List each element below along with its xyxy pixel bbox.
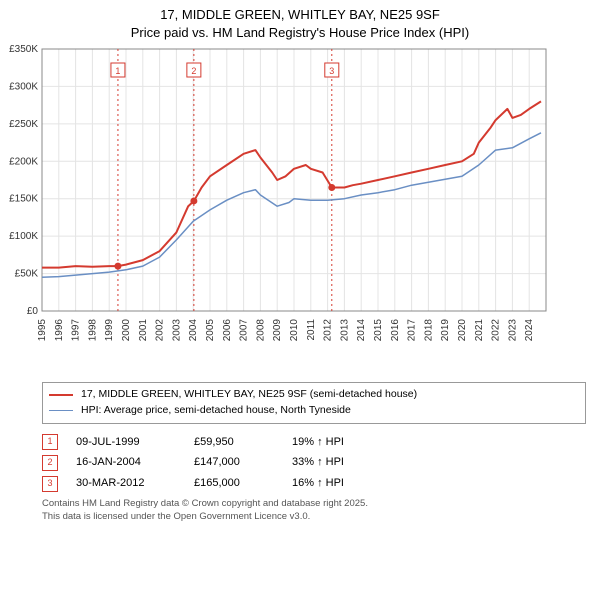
legend-item: 17, MIDDLE GREEN, WHITLEY BAY, NE25 9SF … (49, 387, 579, 403)
x-tick-label: 2006 (222, 319, 233, 342)
legend-item: HPI: Average price, semi-detached house,… (49, 403, 579, 419)
y-tick-label: £0 (27, 306, 39, 317)
page-root: 17, MIDDLE GREEN, WHITLEY BAY, NE25 9SF … (0, 0, 600, 590)
sale-marker-label: 3 (329, 66, 334, 76)
y-tick-label: £200K (9, 156, 38, 167)
x-tick-label: 2021 (474, 319, 485, 342)
sale-row: 1 09-JUL-1999 £59,950 19% ↑ HPI (42, 432, 586, 453)
title-line-2: Price paid vs. HM Land Registry's House … (0, 24, 600, 42)
legend-swatch (49, 394, 73, 396)
sale-marker-label: 2 (191, 66, 196, 76)
y-tick-label: £350K (9, 44, 38, 55)
sale-marker-label: 1 (115, 66, 120, 76)
x-tick-label: 2016 (390, 319, 401, 342)
fineprint: Contains HM Land Registry data © Crown c… (42, 498, 586, 524)
legend-label: 17, MIDDLE GREEN, WHITLEY BAY, NE25 9SF … (81, 387, 417, 403)
legend-label: HPI: Average price, semi-detached house,… (81, 403, 351, 419)
x-tick-label: 1999 (104, 319, 115, 342)
x-tick-label: 2005 (205, 319, 216, 342)
x-tick-label: 2015 (373, 319, 384, 342)
x-tick-label: 2008 (255, 319, 266, 342)
x-tick-label: 2012 (323, 319, 334, 342)
sale-index-box: 3 (42, 476, 58, 492)
x-tick-label: 1996 (54, 319, 65, 342)
y-tick-label: £100K (9, 231, 38, 242)
sale-row: 2 16-JAN-2004 £147,000 33% ↑ HPI (42, 452, 586, 473)
sale-price: £165,000 (194, 473, 274, 494)
sale-price: £59,950 (194, 432, 274, 453)
sale-hpi: 33% ↑ HPI (292, 452, 344, 473)
x-tick-label: 2010 (289, 319, 300, 342)
x-tick-label: 2019 (440, 319, 451, 342)
series-marker (190, 198, 197, 205)
x-tick-label: 2003 (171, 319, 182, 342)
y-tick-label: £50K (15, 269, 39, 280)
fineprint-line-1: Contains HM Land Registry data © Crown c… (42, 498, 586, 511)
sale-hpi: 19% ↑ HPI (292, 432, 344, 453)
x-tick-label: 2002 (155, 319, 166, 342)
x-tick-label: 2011 (306, 319, 317, 341)
x-tick-label: 2017 (407, 319, 418, 342)
x-tick-label: 2001 (138, 319, 149, 342)
legend: 17, MIDDLE GREEN, WHITLEY BAY, NE25 9SF … (42, 382, 586, 424)
x-tick-label: 2018 (423, 319, 434, 342)
sale-date: 30-MAR-2012 (76, 473, 176, 494)
sale-hpi: 16% ↑ HPI (292, 473, 344, 494)
sales-table: 1 09-JUL-1999 £59,950 19% ↑ HPI 2 16-JAN-2004… (42, 432, 586, 495)
x-tick-label: 2023 (507, 319, 518, 342)
sale-price: £147,000 (194, 452, 274, 473)
x-tick-label: 2013 (339, 319, 350, 342)
y-tick-label: £250K (9, 119, 38, 130)
sale-row: 3 30-MAR-2012 £165,000 16% ↑ HPI (42, 473, 586, 494)
legend-swatch (49, 410, 73, 411)
sale-date: 16-JAN-2004 (76, 452, 176, 473)
x-tick-label: 2000 (121, 319, 132, 342)
x-tick-label: 2024 (524, 319, 535, 342)
sale-date: 09-JUL-1999 (76, 432, 176, 453)
sale-index-box: 1 (42, 434, 58, 450)
x-tick-label: 2004 (188, 319, 199, 342)
series-marker (114, 263, 121, 270)
x-tick-label: 2009 (272, 319, 283, 342)
series-marker (328, 184, 335, 191)
line-chart-svg: £0 £50K £100K £150K £200K £250K £300K £350K 1995… (0, 41, 560, 371)
x-tick-label: 2014 (356, 319, 367, 342)
title-line-1: 17, MIDDLE GREEN, WHITLEY BAY, NE25 9SF (0, 6, 600, 24)
x-tick-label: 2007 (239, 319, 250, 342)
fineprint-line-2: This data is licensed under the Open Gov… (42, 511, 586, 524)
x-tick-label: 2022 (491, 319, 502, 342)
sale-index-box: 2 (42, 455, 58, 471)
x-tick-label: 2020 (457, 319, 468, 342)
chart-title-block: 17, MIDDLE GREEN, WHITLEY BAY, NE25 9SF … (0, 0, 600, 41)
y-tick-label: £150K (9, 194, 38, 205)
chart-area: £0 £50K £100K £150K £200K £250K £300K £350K 1995… (0, 41, 600, 376)
x-tick-label: 1995 (37, 319, 48, 342)
y-tick-label: £300K (9, 82, 38, 93)
x-tick-label: 1997 (71, 319, 82, 342)
x-tick-label: 1998 (87, 319, 98, 342)
